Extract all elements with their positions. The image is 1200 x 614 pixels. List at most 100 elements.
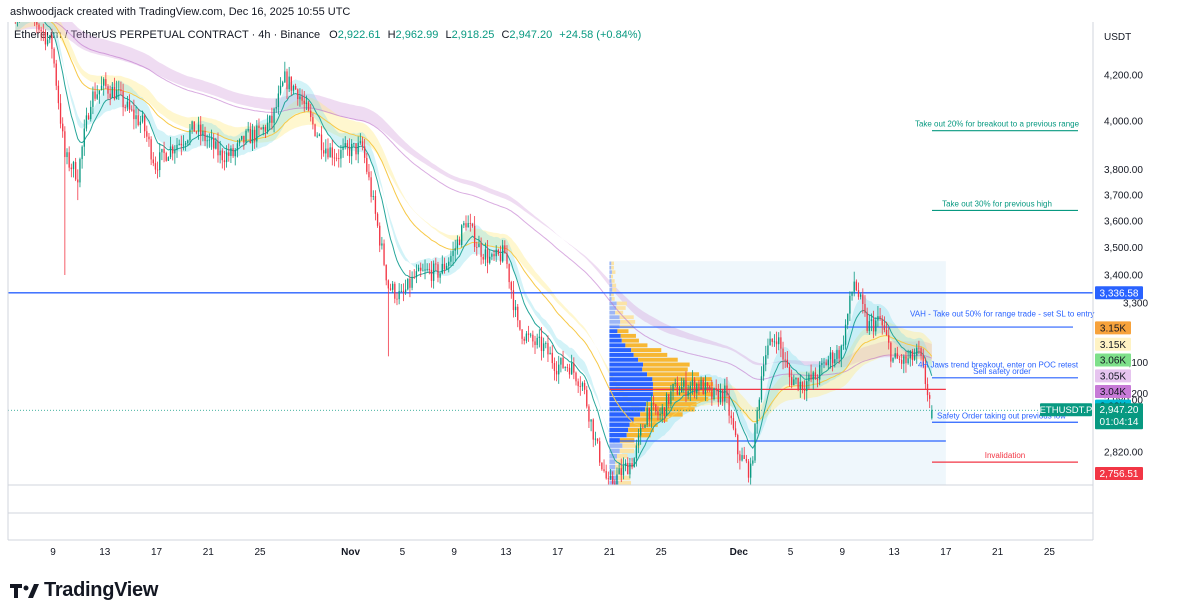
vp-bar-down bbox=[609, 306, 617, 310]
candle-body bbox=[696, 383, 698, 394]
candle-body bbox=[232, 148, 234, 157]
candle-body bbox=[799, 381, 801, 390]
candle-body bbox=[34, 6, 35, 16]
candle-body bbox=[424, 269, 426, 271]
candle-body bbox=[497, 249, 500, 255]
candle-body bbox=[601, 462, 603, 470]
candle-body bbox=[143, 115, 146, 132]
candle-body bbox=[661, 407, 663, 415]
candle-body bbox=[417, 267, 420, 272]
candle-body bbox=[510, 282, 512, 291]
candle-body bbox=[139, 121, 142, 126]
candle-body bbox=[637, 435, 640, 446]
candle-body bbox=[489, 256, 491, 263]
vp-bar-up bbox=[616, 301, 627, 306]
candle-body bbox=[504, 245, 506, 254]
candle-body bbox=[555, 370, 558, 375]
vp-bar-down bbox=[609, 402, 647, 407]
candle-body bbox=[70, 167, 73, 170]
symbol-tag bbox=[1040, 403, 1092, 417]
x-tick-label: 25 bbox=[656, 547, 668, 558]
candle-body bbox=[903, 356, 905, 364]
candle-body bbox=[698, 383, 700, 389]
price-tag-304k-text: 3.04K bbox=[1100, 387, 1126, 398]
candle-body bbox=[322, 150, 325, 154]
candle-body bbox=[821, 363, 823, 366]
close-value: 2,947.20 bbox=[509, 29, 553, 41]
candle-body bbox=[83, 128, 85, 147]
invalidation-note-label: Invalidation bbox=[985, 451, 1025, 460]
candle-body bbox=[245, 130, 247, 143]
candle-body bbox=[609, 475, 612, 479]
price-tag-315k-b-text: 3.15K bbox=[1100, 340, 1126, 351]
candle-body bbox=[169, 146, 172, 158]
candle-body bbox=[838, 350, 840, 359]
vp-bar-down bbox=[609, 481, 619, 485]
vp-bar-up bbox=[625, 343, 648, 348]
candle-body bbox=[890, 342, 892, 362]
candle-body bbox=[180, 143, 182, 146]
candle-body bbox=[40, 29, 42, 32]
candle-body bbox=[542, 343, 545, 352]
vp-bar-down bbox=[609, 470, 615, 475]
candle-body bbox=[642, 427, 644, 429]
candle-body bbox=[301, 96, 303, 101]
candle-body bbox=[683, 380, 685, 388]
y-tick-label-partial: 3,100 bbox=[1123, 358, 1148, 369]
symbol-name[interactable]: Ethereum / TetherUS PERPETUAL CONTRACT ·… bbox=[14, 29, 321, 41]
currency-label: USDT bbox=[1104, 32, 1131, 43]
candle-body bbox=[17, 15, 18, 21]
candle-body bbox=[624, 462, 627, 466]
candle-body bbox=[514, 306, 517, 311]
candle-body bbox=[389, 288, 392, 290]
candle-body bbox=[534, 341, 536, 345]
candle-body bbox=[247, 128, 249, 131]
candle-body bbox=[627, 462, 629, 475]
open-value: 2,922.61 bbox=[337, 29, 381, 41]
candle-body bbox=[225, 152, 228, 163]
high-label: H bbox=[387, 29, 396, 41]
candle-body bbox=[310, 110, 312, 118]
close-label: C bbox=[501, 29, 510, 41]
candle-body bbox=[374, 196, 377, 214]
candle-body bbox=[765, 355, 767, 365]
candle-body bbox=[269, 115, 271, 123]
candle-body bbox=[784, 359, 786, 361]
candle-body bbox=[603, 469, 605, 472]
candle-body bbox=[590, 419, 592, 422]
tradingview-brand[interactable]: TradingView bbox=[10, 579, 158, 602]
candle-body bbox=[55, 63, 57, 86]
vp-bar-up bbox=[640, 412, 683, 417]
candle-body bbox=[100, 85, 103, 91]
candle-body bbox=[855, 281, 858, 291]
candle-body bbox=[676, 383, 679, 395]
candle-body bbox=[161, 149, 163, 153]
candle-body bbox=[128, 101, 131, 110]
candle-body bbox=[752, 460, 754, 464]
vp-bar-up bbox=[612, 283, 617, 288]
candle-body bbox=[521, 329, 523, 339]
candle-body bbox=[525, 333, 528, 341]
candle-body bbox=[413, 276, 415, 278]
jaws-note-label: 4H Jaws trend breakout, enter on POC ret… bbox=[918, 360, 1079, 369]
x-tick-label: 5 bbox=[400, 547, 406, 558]
candle-body bbox=[238, 139, 241, 144]
candle-body bbox=[851, 291, 853, 296]
candle-body bbox=[351, 143, 353, 157]
candle-body bbox=[137, 115, 139, 126]
candle-body bbox=[788, 366, 791, 378]
candle-body bbox=[631, 462, 633, 468]
candle-body bbox=[398, 291, 400, 300]
candle-body bbox=[916, 347, 918, 356]
candle-body bbox=[635, 445, 638, 459]
candle-body bbox=[581, 382, 584, 387]
candle-body bbox=[888, 335, 890, 343]
candle-body bbox=[307, 102, 310, 111]
candle-body bbox=[251, 129, 254, 144]
candle-body bbox=[420, 267, 422, 271]
candle-body bbox=[605, 471, 607, 479]
candle-body bbox=[808, 374, 810, 382]
y-tick-label: 3,400.00 bbox=[1104, 270, 1143, 281]
candle-body bbox=[711, 387, 713, 400]
